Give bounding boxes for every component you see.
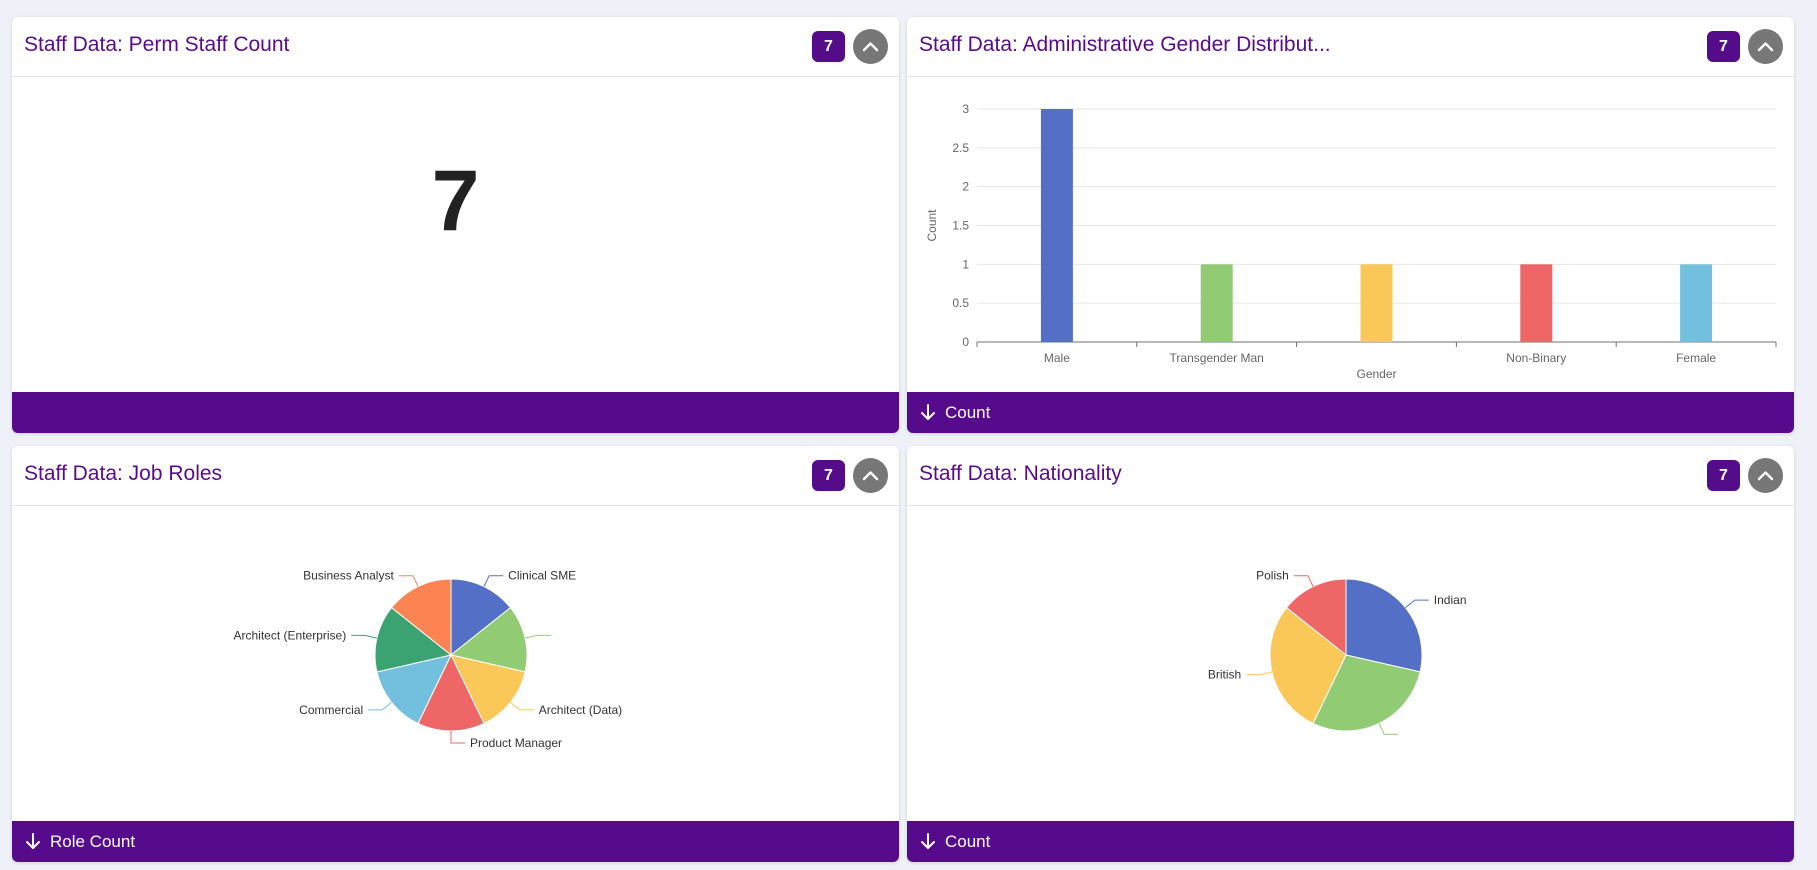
label-leader-line xyxy=(351,634,378,639)
card-header: Staff Data: Administrative Gender Distri… xyxy=(907,17,1794,77)
count-badge: 7 xyxy=(812,460,845,491)
arrow-down-icon xyxy=(921,404,935,420)
nationality-card: Staff Data: Nationality 7 Indian British P… xyxy=(907,446,1794,862)
label-leader-line xyxy=(524,634,551,639)
y-tick-label: 3 xyxy=(962,102,969,116)
card-title: Staff Data: Nationality xyxy=(919,462,1122,485)
collapse-button[interactable] xyxy=(853,29,888,64)
collapse-button[interactable] xyxy=(1748,458,1783,493)
pie-label: British xyxy=(1208,668,1241,682)
x-tick-label: Male xyxy=(1044,351,1070,365)
footer-label: Count xyxy=(945,832,991,851)
count-badge: 7 xyxy=(812,31,845,62)
card-title: Staff Data: Perm Staff Count xyxy=(24,33,290,56)
chevron-up-icon xyxy=(862,471,879,481)
label-leader-line xyxy=(368,701,392,711)
label-leader-line xyxy=(450,731,465,744)
pie-slice xyxy=(1285,578,1347,657)
footer-label: Role Count xyxy=(50,832,136,851)
arrow-down-icon xyxy=(26,833,40,849)
pie-label: Commercial xyxy=(299,703,363,717)
bar xyxy=(1520,264,1553,342)
y-tick-label: 0 xyxy=(962,335,969,349)
pie-slice xyxy=(390,578,452,657)
pie-slice xyxy=(1269,606,1347,725)
pie-slice xyxy=(450,578,512,657)
job-roles-pie-chart: Clinical SME Architect (Data) Product Mana… xyxy=(234,569,623,750)
count-badge: 7 xyxy=(1707,31,1740,62)
x-tick-label: Transgender Man xyxy=(1170,351,1264,365)
pie-label: Indian xyxy=(1434,593,1467,607)
bar xyxy=(1360,264,1393,342)
footer-label: Count xyxy=(945,403,991,422)
card-footer[interactable]: Role Count xyxy=(12,821,899,862)
bar xyxy=(1680,264,1713,342)
pie-label: Product Manager xyxy=(470,736,562,750)
chevron-up-icon xyxy=(1757,42,1774,52)
card-title: Staff Data: Job Roles xyxy=(24,462,223,485)
pie-label: Architect (Data) xyxy=(539,703,622,717)
x-tick-label: Female xyxy=(1676,351,1716,365)
arrow-down-icon xyxy=(921,833,935,849)
card-header: Staff Data: Nationality 7 xyxy=(907,446,1794,506)
bar xyxy=(1040,109,1073,342)
x-tick-label: Non-Binary xyxy=(1506,351,1566,365)
pie-label: Architect (Enterprise) xyxy=(234,628,347,642)
card-header: Staff Data: Perm Staff Count 7 xyxy=(12,17,899,77)
collapse-button[interactable] xyxy=(1748,29,1783,64)
chevron-up-icon xyxy=(1757,471,1774,481)
pie-label: Clinical SME xyxy=(508,569,576,583)
y-tick-label: 1 xyxy=(962,257,969,271)
kpi-value: 7 xyxy=(431,153,480,249)
label-leader-line xyxy=(483,575,504,587)
bar xyxy=(1200,264,1233,342)
collapse-button[interactable] xyxy=(853,458,888,493)
card-title: Staff Data: Administrative Gender Distri… xyxy=(919,33,1331,56)
label-leader-line xyxy=(510,701,534,711)
y-tick-label: 1.5 xyxy=(952,219,969,233)
card-footer[interactable] xyxy=(12,392,899,433)
label-leader-line xyxy=(1405,599,1429,609)
y-tick-label: 2 xyxy=(962,180,969,194)
perm-staff-count-card: Staff Data: Perm Staff Count 7 7 xyxy=(12,17,899,433)
card-header: Staff Data: Job Roles 7 xyxy=(12,446,899,506)
pie-slice xyxy=(1345,578,1423,673)
gender-bar-chart: 0 0.5 1 1.5 2 2.5 3 Male Transgender Man Non-Bina… xyxy=(925,102,1777,381)
card-footer[interactable]: Count xyxy=(907,392,1794,433)
card-footer[interactable]: Count xyxy=(907,821,1794,862)
pie-label: Polish xyxy=(1256,569,1289,583)
label-leader-line xyxy=(1246,671,1273,676)
label-leader-line xyxy=(1293,575,1314,587)
job-roles-card: Staff Data: Job Roles 7 Clinical SME Arch… xyxy=(12,446,899,862)
nationality-pie-chart: Indian British Polish xyxy=(1208,569,1467,735)
label-leader-line xyxy=(398,575,419,587)
y-tick-label: 2.5 xyxy=(952,141,969,155)
label-leader-line xyxy=(1378,723,1399,735)
count-badge: 7 xyxy=(1707,460,1740,491)
chevron-up-icon xyxy=(862,42,879,52)
y-tick-label: 0.5 xyxy=(952,296,969,310)
y-axis-title: Count xyxy=(925,209,939,242)
x-axis-title: Gender xyxy=(1356,367,1396,381)
gender-distribution-card: Staff Data: Administrative Gender Distri… xyxy=(907,17,1794,433)
card-body: 7 xyxy=(12,77,899,392)
pie-label: Business Analyst xyxy=(303,569,394,583)
pie-slice xyxy=(1312,654,1421,732)
